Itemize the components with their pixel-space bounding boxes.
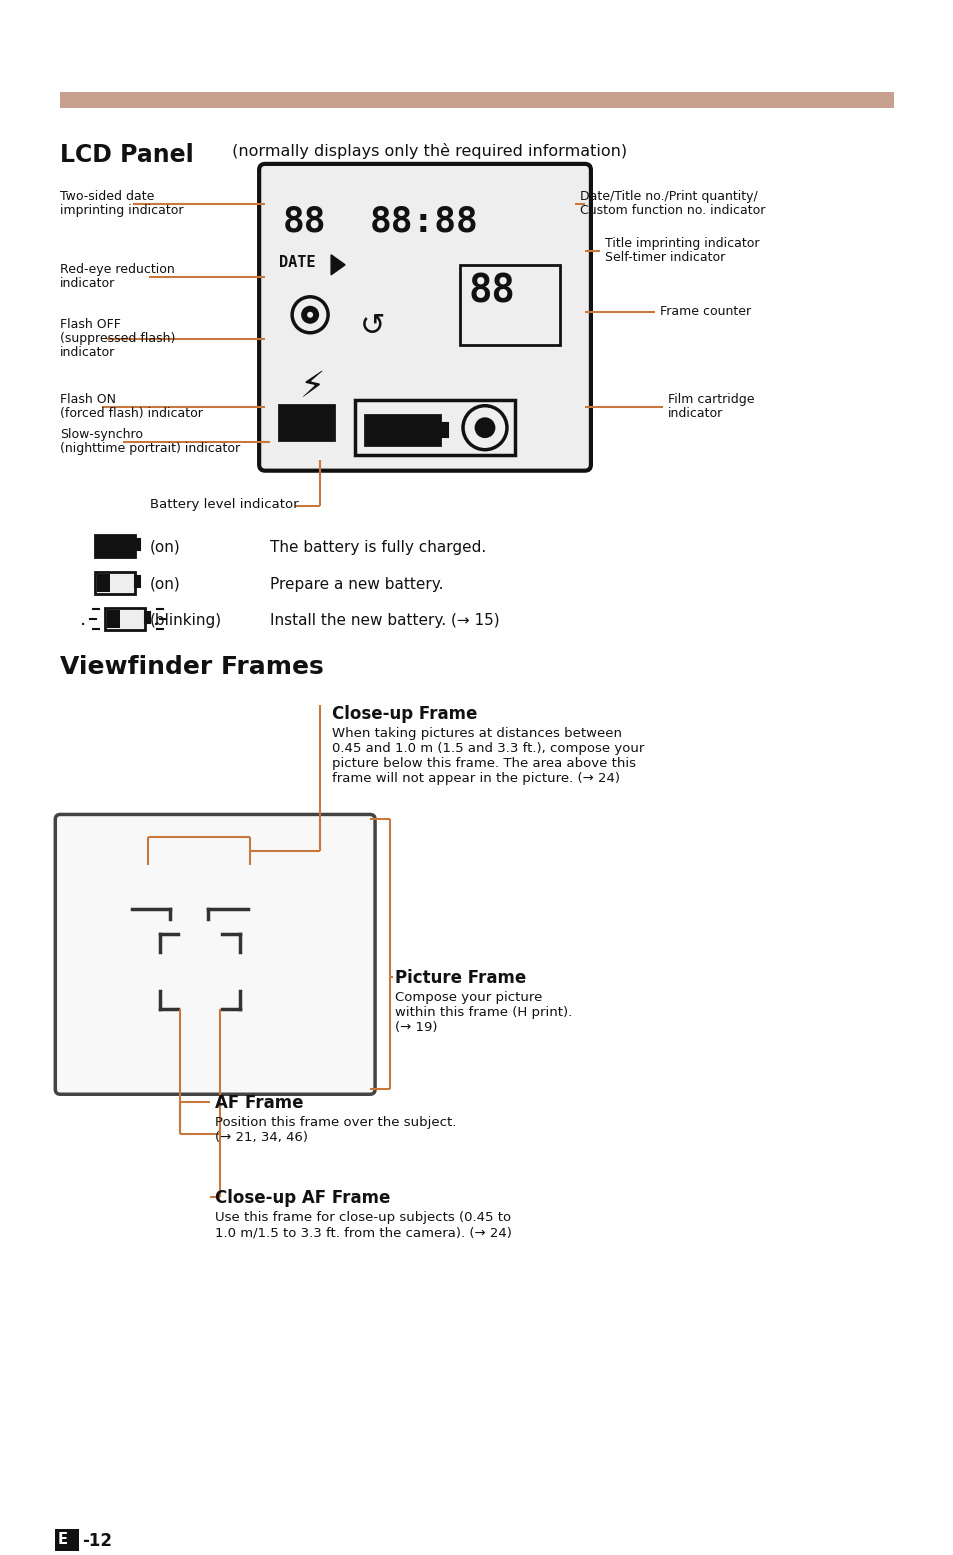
Text: Close-up AF Frame: Close-up AF Frame	[215, 1190, 390, 1207]
Text: E: E	[57, 1532, 68, 1547]
Circle shape	[476, 418, 494, 437]
Text: Title imprinting indicator: Title imprinting indicator	[604, 236, 759, 250]
Text: AF Frame: AF Frame	[215, 1095, 303, 1112]
Bar	[97, 574, 110, 591]
Circle shape	[301, 306, 318, 323]
Text: (normally displays only thè required information): (normally displays only thè required in…	[227, 143, 627, 159]
Bar	[365, 415, 439, 445]
Text: indicator: indicator	[60, 277, 115, 289]
Text: 88: 88	[468, 272, 515, 311]
Bar	[60, 92, 893, 107]
Text: indicator: indicator	[667, 407, 722, 420]
Bar	[95, 535, 135, 557]
Text: Prepare a new battery.: Prepare a new battery.	[270, 577, 443, 591]
Text: LCD Panel: LCD Panel	[60, 143, 193, 166]
Text: Self-timer indicator: Self-timer indicator	[604, 250, 724, 264]
Text: (on): (on)	[150, 577, 181, 591]
Bar	[145, 613, 150, 624]
Text: Battery level indicator: Battery level indicator	[150, 498, 298, 510]
Circle shape	[462, 406, 506, 449]
Bar	[459, 264, 559, 345]
Text: ↺: ↺	[359, 313, 385, 341]
Text: When taking pictures at distances between
0.45 and 1.0 m (1.5 and 3.3 ft.), comp: When taking pictures at distances betwee…	[332, 726, 644, 785]
Circle shape	[292, 297, 328, 333]
Text: indicator: indicator	[60, 345, 115, 359]
Text: Position this frame over the subject.
(→ 21, 34, 46): Position this frame over the subject. (→…	[215, 1116, 456, 1144]
Text: Custom function no. indicator: Custom function no. indicator	[579, 204, 764, 216]
Text: ⚡: ⚡	[300, 370, 325, 404]
Text: 88:88: 88:88	[370, 205, 478, 239]
FancyBboxPatch shape	[259, 163, 590, 471]
Text: (nighttime portrait) indicator: (nighttime portrait) indicator	[60, 442, 240, 454]
Text: Red-eye reduction: Red-eye reduction	[60, 263, 174, 275]
Bar	[95, 572, 135, 594]
Bar	[135, 575, 140, 586]
Text: 88: 88	[283, 205, 326, 239]
Text: Film cartridge: Film cartridge	[667, 393, 754, 406]
Polygon shape	[331, 255, 345, 275]
Bar	[135, 540, 140, 550]
Text: imprinting indicator: imprinting indicator	[60, 204, 184, 216]
Bar	[55, 1529, 79, 1550]
Text: The battery is fully charged.: The battery is fully charged.	[270, 540, 486, 555]
Text: Two-sided date: Two-sided date	[60, 190, 154, 202]
Text: Install the new battery. (→ 15): Install the new battery. (→ 15)	[270, 613, 499, 628]
Text: ⚡: ⚡	[276, 409, 291, 429]
Text: Slow-synchro: Slow-synchro	[60, 428, 143, 440]
Text: Frame counter: Frame counter	[659, 305, 750, 317]
Text: Picture Frame: Picture Frame	[395, 969, 526, 987]
Text: ·: ·	[153, 616, 159, 634]
Text: (suppressed flash): (suppressed flash)	[60, 331, 175, 345]
Text: ·: ·	[80, 616, 87, 634]
Text: (forced flash) indicator: (forced flash) indicator	[60, 407, 203, 420]
Text: Flash ON: Flash ON	[60, 393, 116, 406]
Bar	[355, 400, 515, 454]
FancyBboxPatch shape	[55, 815, 375, 1095]
Bar	[105, 608, 145, 630]
Text: Viewfinder Frames: Viewfinder Frames	[60, 655, 324, 678]
Bar	[107, 610, 120, 628]
Text: (blinking): (blinking)	[150, 613, 222, 628]
Text: Flash OFF: Flash OFF	[60, 317, 121, 331]
Text: DATE: DATE	[279, 255, 315, 271]
Bar	[98, 538, 132, 554]
Text: -12: -12	[82, 1532, 112, 1550]
Bar	[279, 404, 334, 440]
Text: Close-up Frame: Close-up Frame	[332, 704, 476, 723]
Text: Use this frame for close-up subjects (0.45 to
1.0 m/1.5 to 3.3 ft. from the came: Use this frame for close-up subjects (0.…	[215, 1211, 512, 1239]
Circle shape	[307, 313, 313, 317]
Text: Compose your picture
within this frame (H print).
(→ 19): Compose your picture within this frame (…	[395, 992, 572, 1034]
Text: (on): (on)	[150, 540, 181, 555]
Text: Date/Title no./Print quantity/: Date/Title no./Print quantity/	[579, 190, 757, 202]
Bar	[439, 423, 448, 437]
